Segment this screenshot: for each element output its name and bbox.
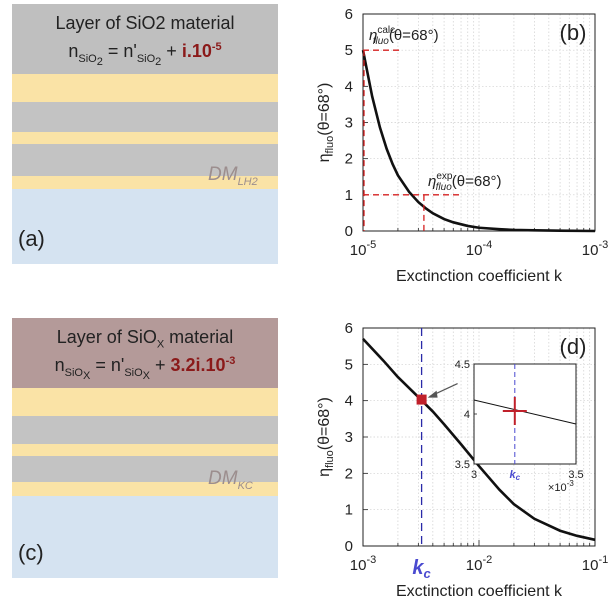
inset-kc-label: kc — [510, 469, 521, 482]
inset-x-tick-label: 3 — [471, 469, 477, 481]
y-tick-label: 0 — [345, 538, 353, 555]
kc-marker — [416, 394, 427, 405]
eta-exp-annotation: ηexp fluo(θ=68°) — [428, 171, 502, 193]
gray-layer — [12, 102, 278, 132]
panel-a-index-formula: nSiO2 = n'SiO2 + i.10-5 — [68, 41, 222, 68]
y-tick-label: 2 — [345, 465, 353, 482]
y-tick-label: 4 — [345, 393, 353, 410]
x-tick-label: 10-3 — [582, 239, 608, 259]
y-tick-label: 1 — [345, 502, 353, 519]
yellow-layer — [12, 444, 278, 456]
data-series-line — [361, 49, 596, 233]
y-tick-label: 3 — [345, 429, 353, 446]
inset-multiplier: ×10-3 — [548, 479, 574, 494]
yellow-layer — [12, 482, 278, 496]
inset-y-tick-label: 4.5 — [455, 359, 470, 371]
dm-kc-label: DMKC — [208, 468, 253, 492]
y-tick-label: 1 — [345, 187, 353, 204]
yellow-layer — [12, 132, 278, 144]
dm-lh2-label: DMLH2 — [208, 164, 258, 188]
x-tick-label: 10-3 — [350, 554, 376, 574]
y-tick-label: 5 — [345, 356, 353, 373]
inset-frame — [473, 363, 577, 465]
y-axis-label: ηfluo(θ=68°) — [316, 83, 336, 163]
y-tick-label: 5 — [345, 42, 353, 59]
panel-a-label: (a) — [18, 226, 45, 251]
gray-layer — [12, 456, 278, 482]
x-tick-label: 10-4 — [466, 239, 492, 259]
panel-a-title: Layer of SiO2 material — [55, 13, 235, 33]
data-series-line — [362, 338, 596, 542]
panel-label: (d) — [560, 334, 587, 359]
x-axis-label: Exctinction coefficient k — [396, 583, 563, 600]
x-tick-label: 10-2 — [466, 554, 492, 574]
y-tick-label: 2 — [345, 151, 353, 168]
y-tick-label: 3 — [345, 115, 353, 132]
yellow-layer — [12, 388, 278, 416]
y-tick-label: 6 — [345, 6, 353, 23]
x-tick-label: 10-1 — [582, 554, 608, 574]
x-axis-label: Exctinction coefficient k — [396, 268, 563, 285]
yellow-layer — [12, 176, 278, 189]
substrate-layer — [12, 189, 278, 264]
eta-calc-annotation: ηcalc fluo(θ=68°) — [369, 25, 439, 47]
inset-arrow-head — [427, 390, 438, 398]
panel-label: (b) — [560, 20, 587, 45]
substrate-layer — [12, 496, 278, 578]
y-tick-label: 4 — [345, 78, 353, 95]
panel-a-diagram: Layer of SiO2 material nSiO2 = n'SiO2 + … — [12, 4, 278, 264]
plot-frame — [362, 327, 596, 547]
x-tick-label: 10-5 — [350, 239, 376, 259]
panel-c-diagram: Layer of SiOX material nSiOX = n'SiOX + … — [12, 318, 278, 578]
panel-c-index-formula: nSiOX = n'SiOX + 3.2i.10-3 — [54, 355, 236, 382]
gray-layer — [12, 416, 278, 444]
panel-c-label: (c) — [18, 540, 44, 565]
plot-frame — [362, 13, 596, 232]
siox-layer — [12, 318, 278, 388]
panel-c-title: Layer of SiOX material — [56, 327, 234, 351]
sio2-layer — [12, 4, 278, 74]
gray-layer — [12, 144, 278, 176]
y-tick-label: 6 — [345, 320, 353, 337]
inset-x-tick-label: 3.5 — [568, 469, 583, 481]
kc-label: kc — [412, 557, 431, 581]
inset-y-tick-label: 4 — [464, 409, 470, 421]
y-tick-label: 0 — [345, 223, 353, 240]
y-axis-label: ηfluo(θ=68°) — [316, 397, 336, 477]
yellow-layer — [12, 74, 278, 102]
inset-y-tick-label: 3.5 — [455, 459, 470, 471]
